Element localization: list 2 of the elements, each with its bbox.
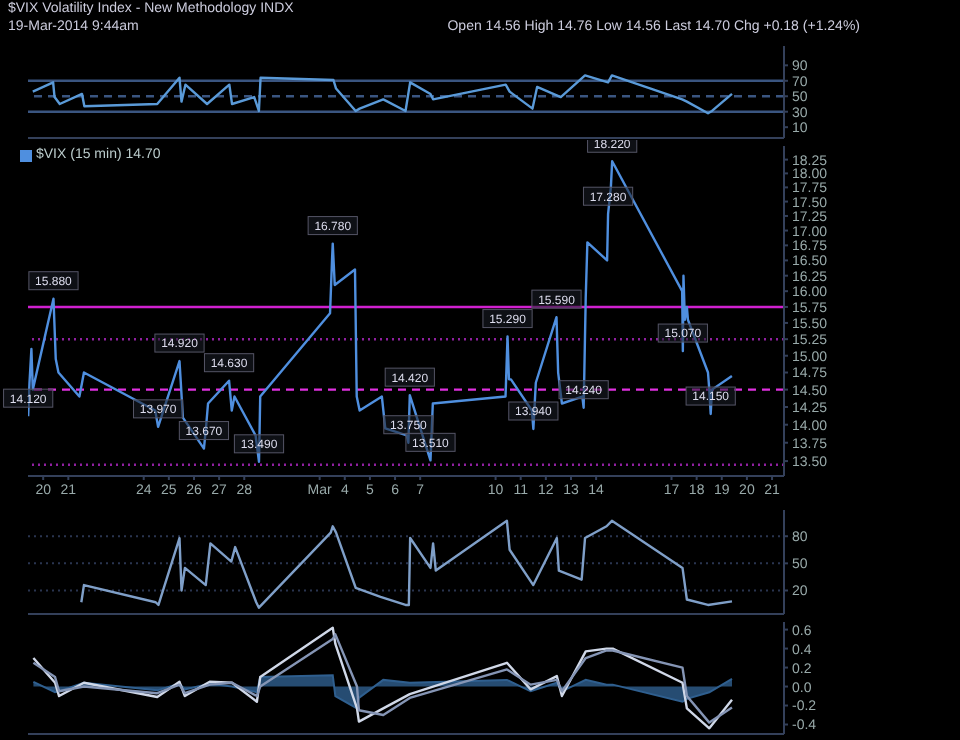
line-series: [31, 74, 734, 115]
line-series: [80, 519, 734, 609]
